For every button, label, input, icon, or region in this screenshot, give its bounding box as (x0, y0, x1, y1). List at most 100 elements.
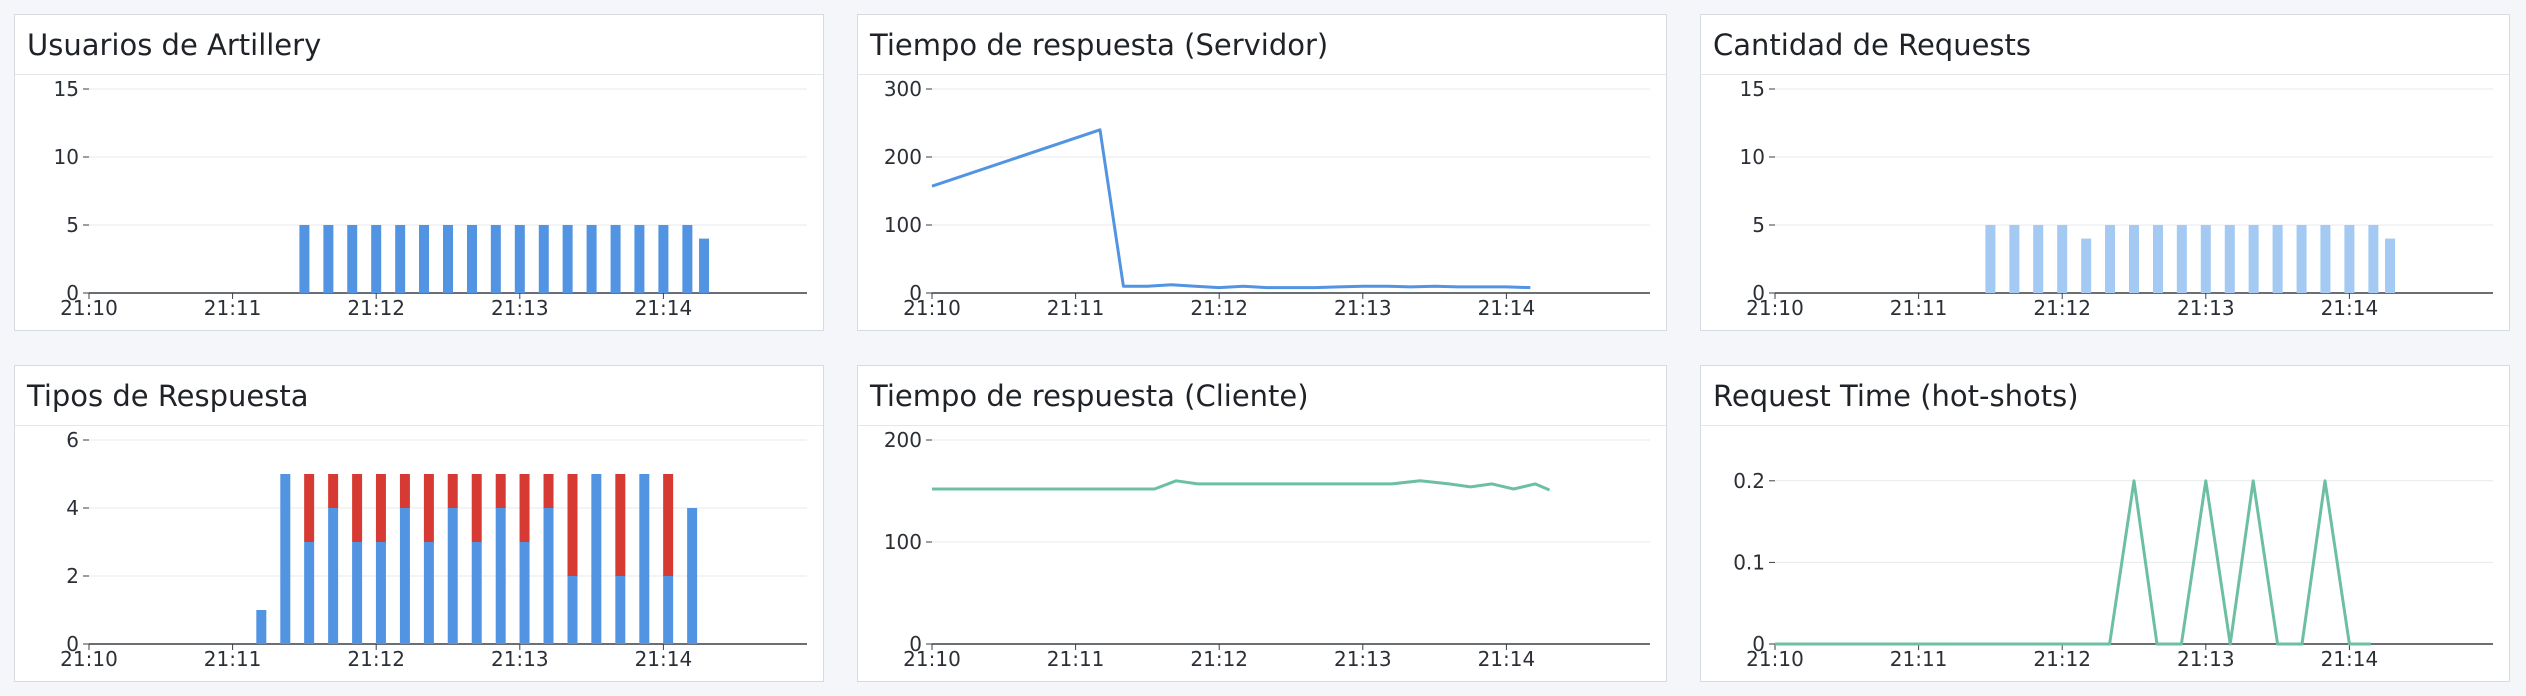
bar (2248, 225, 2259, 293)
y-tick-label: 10 (1740, 145, 1765, 169)
x-tick-label: 21:13 (491, 647, 549, 671)
x-tick-label: 21:12 (347, 647, 405, 671)
bar (2009, 225, 2020, 293)
y-tick-label: 200 (884, 145, 922, 169)
y-tick-label: 4 (66, 496, 79, 520)
x-tick-label: 21:13 (2177, 296, 2235, 320)
chart-cantidad-requests: 0 5 10 15 21:10 21:11 21:12 21:13 21:14 (1740, 77, 2493, 320)
bar (2296, 225, 2307, 293)
bar-segment-ok (615, 576, 626, 644)
x-tick-label: 21:10 (903, 647, 961, 671)
panel-usuarios-artillery: Usuarios de Artillery 0 5 10 15 21:10 21:11 21… (14, 14, 824, 331)
bar-segment-ok (687, 508, 698, 644)
bar (466, 225, 477, 293)
bar (2033, 225, 2044, 293)
bar (562, 225, 573, 293)
panel-tipos-respuesta: Tipos de Respuesta 0 2 4 6 21:10 21:11 21:12 21… (14, 365, 824, 682)
bar (1985, 225, 1996, 293)
bar (299, 225, 310, 293)
panel-header[interactable]: Cantidad de Requests (1701, 15, 2509, 75)
bar (658, 225, 669, 293)
bar (371, 225, 382, 293)
x-tick-label: 21:11 (1047, 647, 1105, 671)
bar-segment-ok (352, 542, 363, 644)
x-tick-label: 21:14 (635, 296, 693, 320)
bar-segment-error (352, 474, 363, 542)
panel-title: Usuarios de Artillery (27, 27, 322, 62)
y-tick-label: 100 (884, 530, 922, 554)
bar-segment-ok (519, 542, 530, 644)
bar (2368, 225, 2379, 293)
y-tick-label: 100 (884, 213, 922, 237)
bar (682, 225, 693, 293)
bar (2344, 225, 2355, 293)
y-tick-label: 15 (54, 77, 79, 101)
y-tick-label: 0.2 (1733, 469, 1765, 493)
series-line (932, 479, 1551, 492)
panel-title: Tipos de Respuesta (27, 378, 309, 413)
x-tick-label: 21:13 (1334, 296, 1392, 320)
x-tick-label: 21:10 (903, 296, 961, 320)
y-tick-label: 5 (1752, 213, 1765, 237)
x-tick-label: 21:13 (1334, 647, 1392, 671)
bar (347, 225, 358, 293)
panel-header[interactable]: Request Time (hot-shots) (1701, 366, 2509, 426)
panel-request-time-hot-shots: Request Time (hot-shots) 0 0.1 0.2 21:10 21:… (1700, 365, 2510, 682)
y-tick-label: 0 (66, 281, 79, 305)
bar-segment-ok (280, 474, 291, 644)
bar (323, 225, 334, 293)
y-tick-label: 0 (909, 632, 922, 656)
x-tick-label: 21:12 (1190, 647, 1248, 671)
bar (2152, 225, 2163, 293)
bar-segment-ok (543, 508, 554, 644)
bar-segment-error (543, 474, 554, 508)
x-tick-label: 21:14 (1478, 647, 1536, 671)
chart-tipos-respuesta: 0 2 4 6 21:10 21:11 21:12 21:13 21:14 (60, 428, 807, 671)
x-tick-label: 21:13 (2177, 647, 2235, 671)
y-tick-label: 10 (54, 145, 79, 169)
bar (2057, 225, 2068, 293)
panel-title: Tiempo de respuesta (Cliente) (870, 378, 1309, 413)
bar-segment-ok (256, 610, 267, 644)
x-tick-label: 21:10 (60, 296, 118, 320)
chart-usuarios-artillery: 0 5 10 15 21:10 21:11 21:12 21:13 21:14 (54, 77, 807, 320)
bar-segment-ok (567, 576, 578, 644)
x-tick-label: 21:11 (1047, 296, 1105, 320)
y-tick-label: 0 (66, 632, 79, 656)
chart-request-time-hot-shots: 0 0.1 0.2 21:10 21:11 21:12 21:13 21:14 (1733, 469, 2493, 671)
series-line (1775, 479, 2371, 646)
bar-segment-error (423, 474, 434, 542)
chart-tiempo-respuesta-servidor: 0 100 200 300 21:10 21:11 21:12 21:13 21:14 (884, 77, 1650, 320)
x-tick-label: 21:11 (1890, 296, 1948, 320)
bar (610, 225, 621, 293)
panel-header[interactable]: Tipos de Respuesta (15, 366, 823, 426)
y-tick-label: 0 (1752, 281, 1765, 305)
bar-segment-ok (399, 508, 410, 644)
x-tick-label: 21:11 (204, 296, 262, 320)
bar (490, 225, 501, 293)
x-tick-label: 21:14 (1478, 296, 1536, 320)
bar (2320, 225, 2331, 293)
panel-title: Cantidad de Requests (1713, 27, 2032, 62)
y-tick-label: 0.1 (1733, 550, 1765, 574)
panel-header[interactable]: Tiempo de respuesta (Servidor) (858, 15, 1666, 75)
bar-segment-error (519, 474, 530, 542)
bar-segment-ok (423, 542, 434, 644)
panel-title: Tiempo de respuesta (Servidor) (870, 27, 1329, 62)
bar (2129, 225, 2139, 293)
bar-segment-ok (495, 508, 506, 644)
x-tick-label: 21:10 (60, 647, 118, 671)
x-tick-label: 21:14 (2321, 296, 2379, 320)
bar (2081, 238, 2092, 293)
panel-header[interactable]: Usuarios de Artillery (15, 15, 823, 75)
panel-header[interactable]: Tiempo de respuesta (Cliente) (858, 366, 1666, 426)
bar (2385, 238, 2396, 293)
bar-segment-ok (663, 576, 674, 644)
bar-segment-error (663, 474, 674, 576)
panel-title: Request Time (hot-shots) (1713, 378, 2079, 413)
bar (2224, 225, 2235, 293)
bar-segment-ok (639, 474, 650, 644)
bar (419, 225, 430, 293)
y-tick-label: 5 (66, 213, 79, 237)
bar (443, 225, 453, 293)
